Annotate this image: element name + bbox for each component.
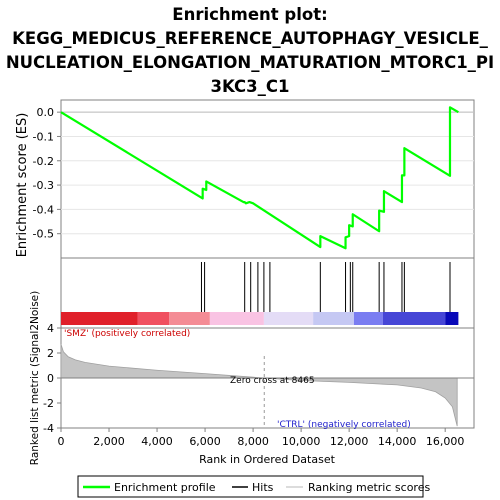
metric-ylabel: Ranked list metric (Signal2Noise) <box>29 291 41 466</box>
positive-label: 'SMZ' (positively correlated) <box>64 329 190 339</box>
es-ytick-label: -0.2 <box>33 155 54 168</box>
metric-ytick-label: 0 <box>47 372 54 385</box>
metric-ytick-label: -4 <box>43 422 54 435</box>
xtick-label: 8,000 <box>237 435 269 448</box>
es-line <box>60 106 459 250</box>
xtick-label: 4,000 <box>141 435 173 448</box>
es-ytick-label: -0.3 <box>33 179 54 192</box>
es-ytick-label: -0.1 <box>33 130 54 143</box>
es-line-layer <box>60 106 459 250</box>
es-ytick-label: -0.5 <box>33 228 54 241</box>
es-y-axis: 0.0 -0.1 -0.2 -0.3 -0.4 -0.5 <box>33 106 61 241</box>
negative-label: 'CTRL' (negatively correlated) <box>277 420 411 430</box>
gradient-segment <box>445 312 459 325</box>
metric-ytick-label: -2 <box>43 397 54 410</box>
legend-label-metric: Ranking metric scores <box>308 481 430 494</box>
gradient-segment <box>353 312 383 325</box>
xtick-label: 14,000 <box>378 435 417 448</box>
gradient-segment <box>263 312 314 325</box>
xtick-label: 6,000 <box>189 435 221 448</box>
title-line-1: Enrichment plot: <box>172 5 327 24</box>
gradient-segment <box>382 312 446 325</box>
es-ytick-label: 0.0 <box>37 106 55 119</box>
xtick-label: 10,000 <box>282 435 321 448</box>
zero-cross-label: Zero cross at 8465 <box>230 376 315 386</box>
metric-area <box>60 344 458 427</box>
gradient-segment <box>61 312 138 325</box>
es-panel-frame <box>60 99 475 259</box>
title-line-4: 3KC3_C1 <box>211 77 290 96</box>
xtick-label: 2,000 <box>93 435 125 448</box>
metric-y-axis: 4 2 0 -2 -4 <box>43 322 61 435</box>
title-line-3: NUCLEATION_ELONGATION_MATURATION_MTORC1_… <box>6 53 494 72</box>
metric-ytick-label: 2 <box>47 347 54 360</box>
xtick-label: 0 <box>58 435 65 448</box>
legend-label-hits: Hits <box>252 481 274 494</box>
legend-frame <box>77 475 424 498</box>
x-axis: 0 2,000 4,000 6,000 8,000 10,000 12,000 14,000 1… <box>58 428 465 448</box>
title-line-2: KEGG_MEDICUS_REFERENCE_AUTOPHAGY_VESICLE… <box>12 29 488 48</box>
es-ytick-label: -0.4 <box>33 203 54 216</box>
es-ylabel: Enrichment score (ES) <box>15 113 30 258</box>
es-gridlines <box>61 111 474 235</box>
chart-title: Enrichment plot: KEGG_MEDICUS_REFERENCE_… <box>6 5 494 96</box>
legend-label-enrichment: Enrichment profile <box>114 481 216 494</box>
gradient-segment <box>169 312 210 325</box>
gradient-segment <box>137 312 170 325</box>
gradient-bar <box>61 312 459 325</box>
legend: Enrichment profile Hits Ranking metric s… <box>77 475 430 498</box>
x-axis-label: Rank in Ordered Dataset <box>199 453 336 466</box>
xtick-label: 12,000 <box>330 435 369 448</box>
gradient-segment <box>209 312 264 325</box>
metric-ytick-label: 4 <box>47 322 54 335</box>
gradient-segment <box>313 312 354 325</box>
hits-layer <box>200 262 451 312</box>
xtick-label: 16,000 <box>426 435 465 448</box>
metric-layer <box>60 344 474 428</box>
